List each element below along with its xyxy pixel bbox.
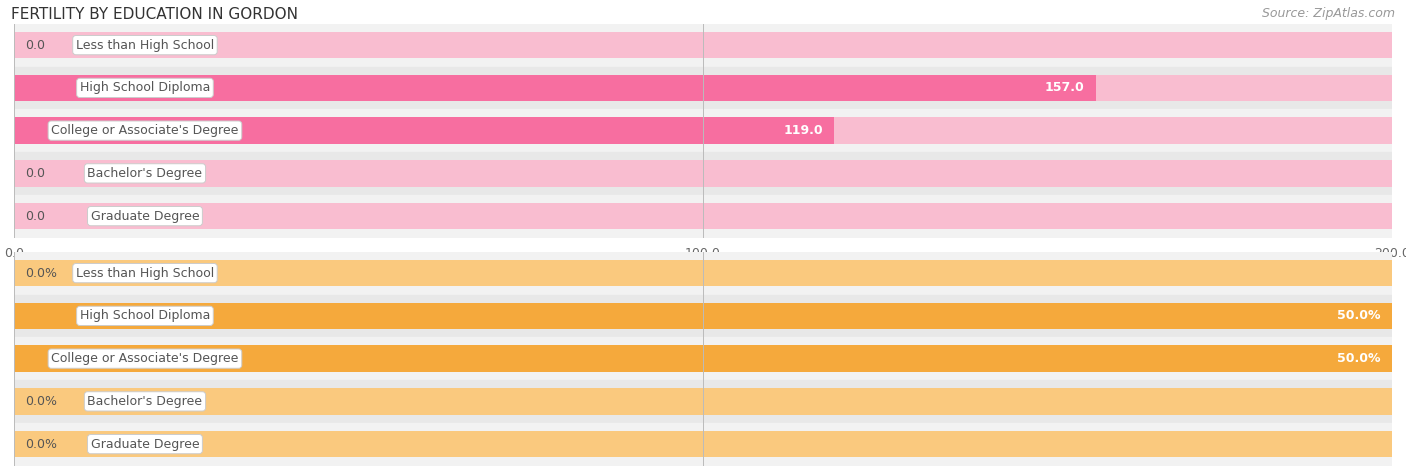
Text: 0.0: 0.0 <box>25 167 45 180</box>
Text: College or Associate's Degree: College or Associate's Degree <box>51 352 239 365</box>
Bar <box>14 423 1392 466</box>
Bar <box>14 303 1392 329</box>
Bar <box>14 195 1392 238</box>
Bar <box>14 66 1392 109</box>
Bar <box>14 75 1392 101</box>
Text: 0.0: 0.0 <box>25 38 45 52</box>
Bar <box>14 345 1392 372</box>
Bar <box>14 431 1392 457</box>
Bar <box>14 294 1392 337</box>
Text: Bachelor's Degree: Bachelor's Degree <box>87 395 202 408</box>
Text: 50.0%: 50.0% <box>1337 352 1381 365</box>
Text: Bachelor's Degree: Bachelor's Degree <box>87 167 202 180</box>
Text: 119.0: 119.0 <box>783 124 823 137</box>
Bar <box>14 260 1392 286</box>
Text: FERTILITY BY EDUCATION IN GORDON: FERTILITY BY EDUCATION IN GORDON <box>11 7 298 22</box>
Bar <box>14 380 1392 423</box>
Text: Less than High School: Less than High School <box>76 38 214 52</box>
Bar <box>14 117 834 144</box>
Text: 0.0%: 0.0% <box>25 395 58 408</box>
Text: 0.0%: 0.0% <box>25 437 58 451</box>
Text: 50.0%: 50.0% <box>1337 309 1381 323</box>
Text: Less than High School: Less than High School <box>76 266 214 280</box>
Bar <box>14 345 1392 372</box>
Text: Source: ZipAtlas.com: Source: ZipAtlas.com <box>1261 7 1395 20</box>
Bar <box>14 109 1392 152</box>
Bar <box>14 203 1392 229</box>
Bar <box>14 303 1392 329</box>
Bar <box>14 252 1392 294</box>
Bar <box>14 32 1392 58</box>
Text: College or Associate's Degree: College or Associate's Degree <box>51 124 239 137</box>
Text: High School Diploma: High School Diploma <box>80 309 209 323</box>
Bar <box>14 117 1392 144</box>
Text: 157.0: 157.0 <box>1045 81 1084 95</box>
Text: 0.0: 0.0 <box>25 209 45 223</box>
Text: High School Diploma: High School Diploma <box>80 81 209 95</box>
Bar <box>14 388 1392 415</box>
Bar <box>14 75 1095 101</box>
Bar <box>14 152 1392 195</box>
Bar <box>14 24 1392 66</box>
Bar <box>14 337 1392 380</box>
Text: Graduate Degree: Graduate Degree <box>90 209 200 223</box>
Text: 0.0%: 0.0% <box>25 266 58 280</box>
Bar <box>14 160 1392 187</box>
Text: Graduate Degree: Graduate Degree <box>90 437 200 451</box>
